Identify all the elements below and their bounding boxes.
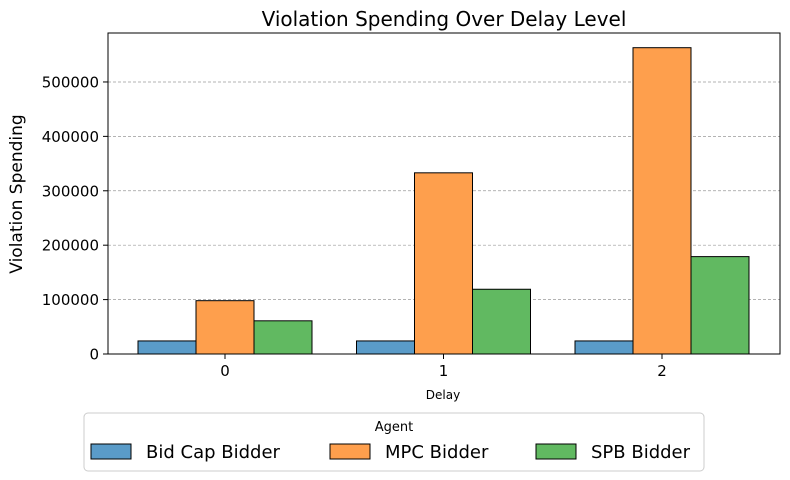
legend-entries: Bid Cap Bidder MPC Bidder SPB Bidder xyxy=(90,442,691,463)
legend-item: Bid Cap Bidder xyxy=(90,442,281,463)
chart-title: Violation Spending Over Delay Level xyxy=(262,7,627,31)
legend-item: SPB Bidder xyxy=(535,442,691,463)
x-tick-label: 1 xyxy=(439,362,449,380)
bar-spb-bidder-delay-2 xyxy=(690,256,750,355)
y-tick-label: 400000 xyxy=(42,128,99,146)
bar-mpc-bidder-delay-0 xyxy=(195,300,255,355)
y-tick-label: 100000 xyxy=(42,291,99,309)
legend-item: MPC Bidder xyxy=(329,442,489,463)
bar-spb-bidder-delay-0 xyxy=(253,320,313,355)
x-axis-label: Delay xyxy=(426,388,460,402)
bars xyxy=(137,47,750,355)
y-tick-label: 500000 xyxy=(42,73,99,91)
bar-mpc-bidder-delay-1 xyxy=(414,172,473,355)
x-tick-label: 0 xyxy=(220,362,230,380)
legend-swatch xyxy=(90,443,132,460)
y-tick-label: 200000 xyxy=(42,237,99,255)
legend-label: MPC Bidder xyxy=(385,442,489,463)
y-tick-label: 0 xyxy=(89,346,99,364)
legend: Agent Bid Cap Bidder MPC Bidder SPB Bidder xyxy=(83,412,705,472)
y-axis-ticks: 0 100000 200000 300000 400000 500000 xyxy=(42,73,108,364)
legend-label: SPB Bidder xyxy=(591,442,691,463)
legend-swatch xyxy=(535,443,577,460)
y-axis-label: Violation Spending xyxy=(7,114,27,273)
y-tick-label: 300000 xyxy=(42,182,99,200)
bar-bid-cap-bidder-delay-1 xyxy=(356,340,415,355)
legend-title: Agent xyxy=(375,420,413,435)
bar-bid-cap-bidder-delay-2 xyxy=(574,340,634,355)
x-tick-label: 2 xyxy=(657,362,667,380)
bar-spb-bidder-delay-1 xyxy=(472,288,531,355)
legend-swatch xyxy=(329,443,371,460)
x-axis-ticks: 0 1 2 xyxy=(220,354,667,380)
legend-label: Bid Cap Bidder xyxy=(146,442,281,463)
bar-mpc-bidder-delay-2 xyxy=(632,47,692,355)
bar-bid-cap-bidder-delay-0 xyxy=(137,340,197,355)
